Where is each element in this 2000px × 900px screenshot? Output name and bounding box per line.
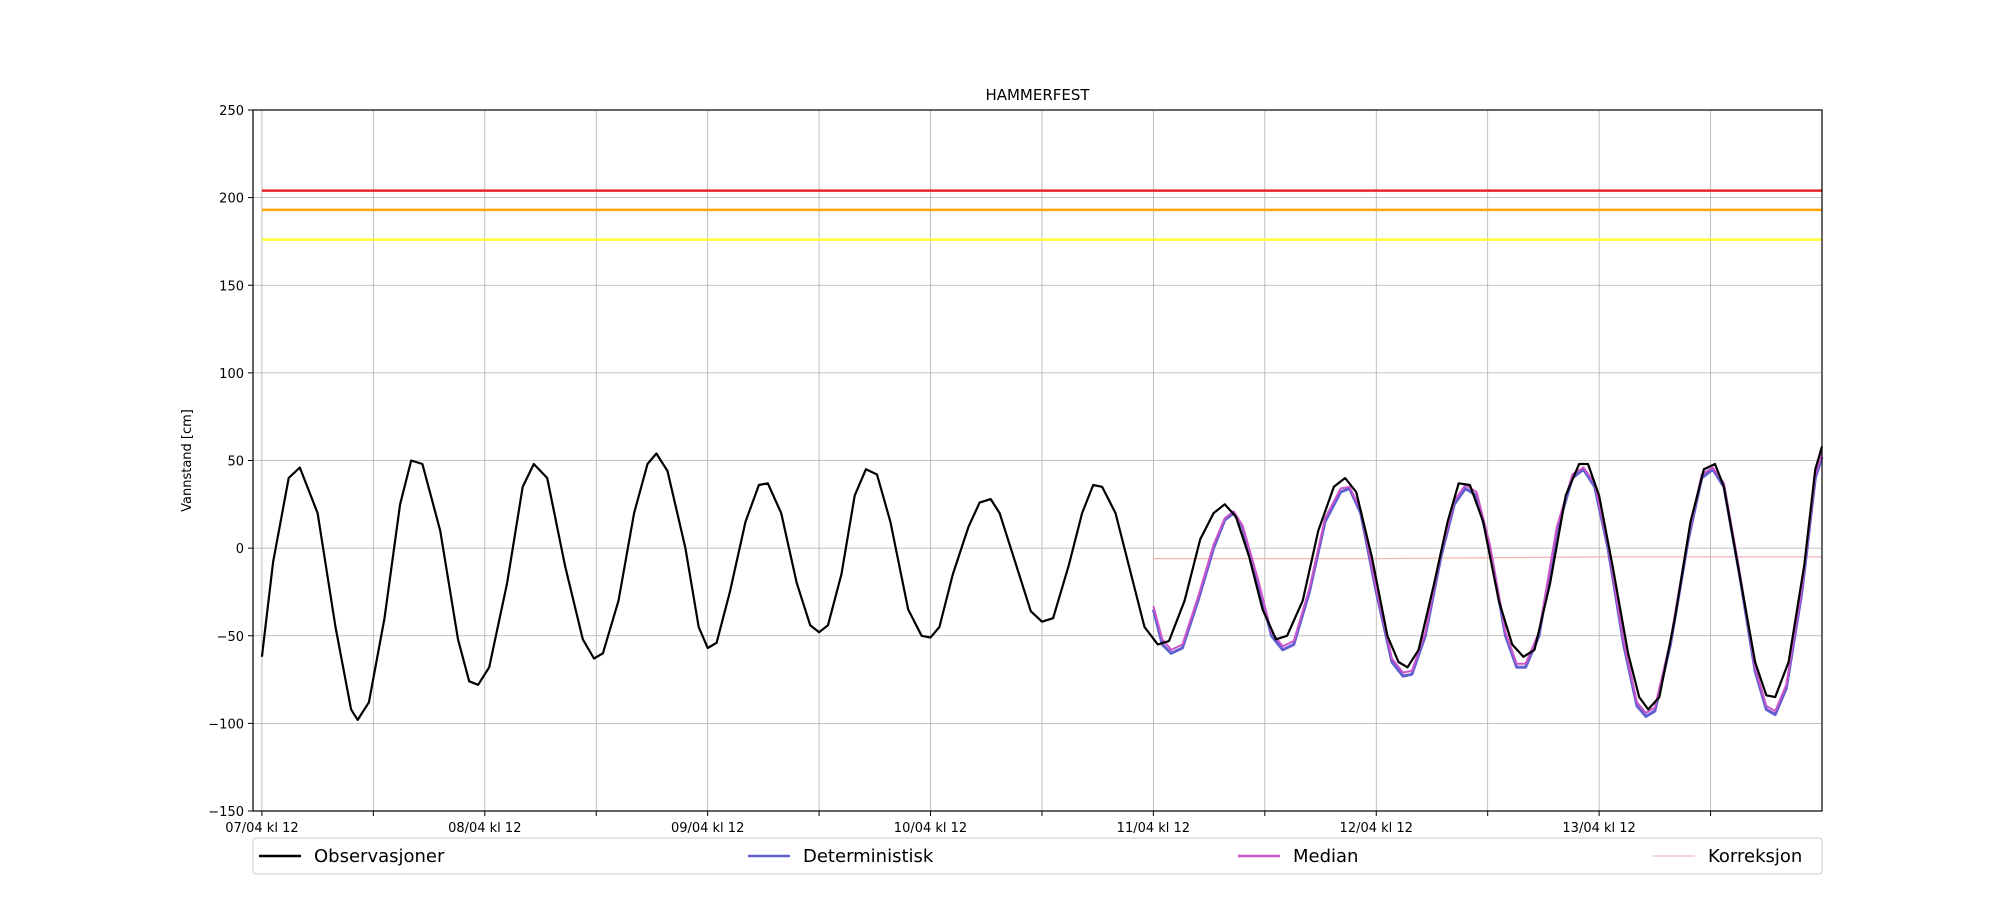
y-tick-label: 250	[219, 104, 244, 119]
legend-label: Median	[1293, 846, 1358, 867]
series-line-observasjoner	[260, 446, 1824, 721]
y-tick-label: 100	[219, 367, 244, 382]
y-axis-label: Vannstand [cm]	[180, 409, 195, 512]
y-tick-label: 50	[227, 455, 244, 470]
series-lines	[260, 446, 1824, 721]
y-tick-label: −100	[208, 717, 244, 732]
legend-label: Deterministisk	[803, 846, 934, 867]
x-tick-label: 13/04 kl 12	[1562, 821, 1635, 836]
y-tick-label: 0	[236, 542, 244, 557]
x-tick-label: 09/04 kl 12	[671, 821, 744, 836]
legend-label: Observasjoner	[314, 846, 445, 867]
x-tick-label: 10/04 kl 12	[894, 821, 967, 836]
y-tick-label: 200	[219, 192, 244, 207]
x-tick-label: 08/04 kl 12	[448, 821, 521, 836]
x-tick-label: 07/04 kl 12	[225, 821, 298, 836]
series-line-korreksjon	[1153, 556, 1822, 560]
series-line-median	[1152, 453, 1823, 714]
x-tick-label: 12/04 kl 12	[1340, 821, 1413, 836]
legend-box	[252, 837, 1823, 875]
y-tick-label: −150	[208, 805, 244, 820]
grid	[253, 109, 1822, 812]
legend: Observasjoner Deterministisk Median Korreks…	[252, 837, 1823, 875]
legend-label: Korreksjon	[1708, 846, 1802, 867]
y-tick-label: 150	[219, 279, 244, 294]
y-tick-label: −50	[217, 630, 244, 645]
threshold-lines	[261, 189, 1822, 241]
y-axis-ticks: −150 −100 −50 0 50 100 150 200 250	[208, 104, 253, 820]
x-tick-label: 11/04 kl 12	[1117, 821, 1190, 836]
chart-title: HAMMERFEST	[985, 86, 1090, 104]
x-axis-ticks: 07/04 kl 12 08/04 kl 12 09/04 kl 12 10/04 k…	[225, 811, 1712, 836]
